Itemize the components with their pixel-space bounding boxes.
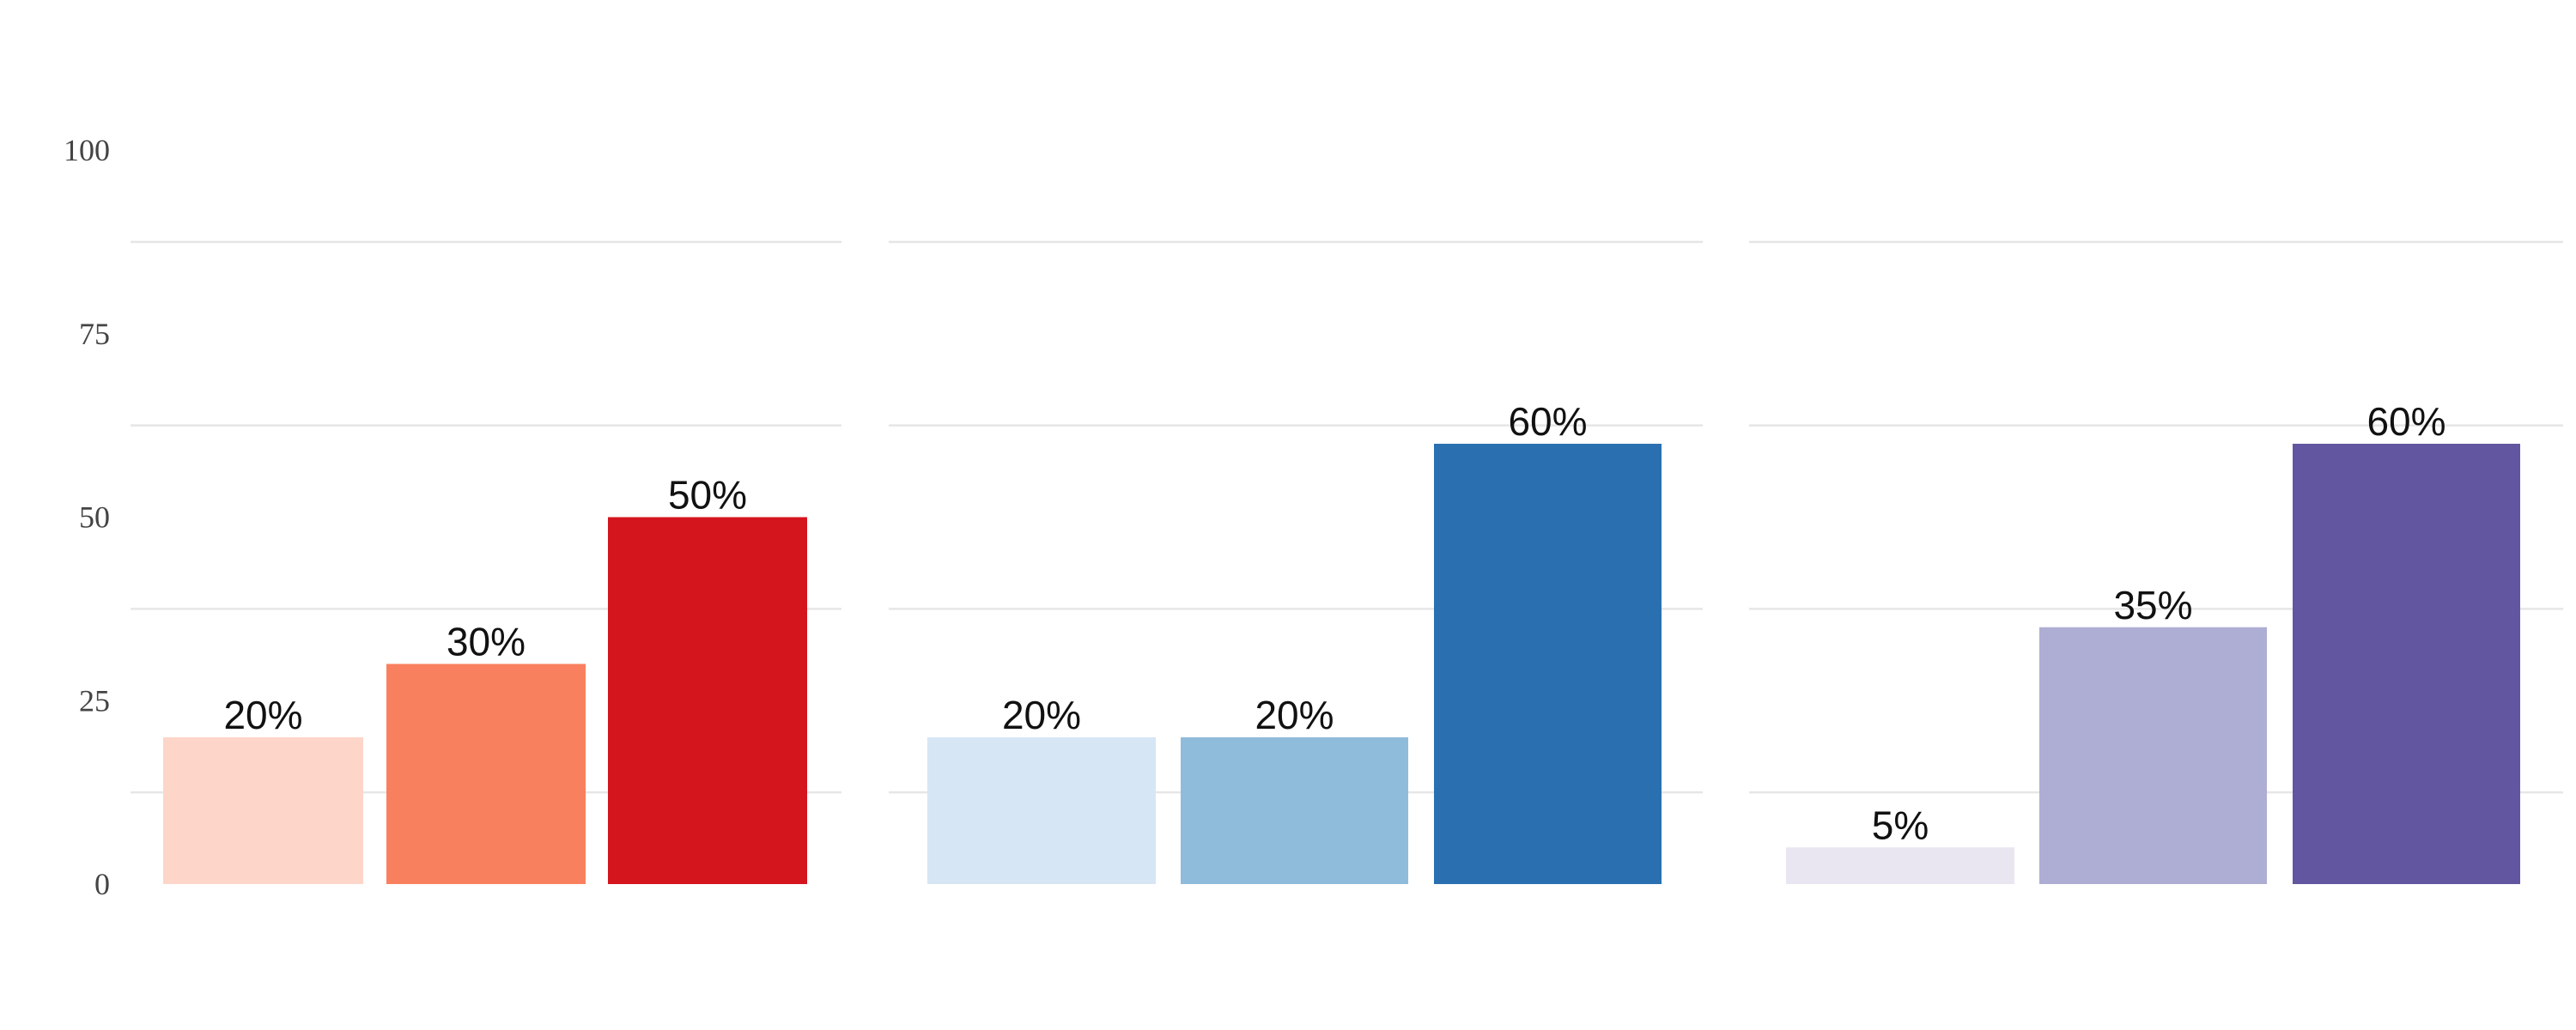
bar-panel1-3 <box>608 517 807 884</box>
bar-label-panel1-3: 50% <box>668 473 747 518</box>
panel-2: 20% 20% 60% <box>889 240 1703 884</box>
bar-panel1-1 <box>163 737 363 884</box>
bar-panel3-3 <box>2293 444 2520 884</box>
bar-panel1-2 <box>386 663 586 884</box>
panel-1: 20% 30% 50% <box>131 240 841 884</box>
bar-panel2-3 <box>1434 444 1662 884</box>
y-tick-label-0: 0 <box>94 867 110 901</box>
bar-label-panel3-3: 60% <box>2366 399 2445 444</box>
bar-label-panel2-1: 20% <box>1002 693 1081 737</box>
bar-label-panel3-1: 5% <box>1872 803 1929 847</box>
y-tick-label-25: 25 <box>79 683 110 718</box>
bar-label-panel1-2: 30% <box>447 620 526 664</box>
bar-panel3-2 <box>2039 627 2267 884</box>
bar-label-panel2-2: 20% <box>1255 693 1334 737</box>
y-axis: 0 25 50 75 100 <box>64 133 110 901</box>
bar-panel2-2 <box>1181 737 1408 884</box>
bar-panel3-1 <box>1786 847 2014 884</box>
chart-panels: 20% 30% 50% 20% 20% 60% 5% 35% 60% <box>131 240 2563 884</box>
bar-label-panel1-1: 20% <box>223 693 302 737</box>
y-tick-label-100: 100 <box>64 133 110 167</box>
bar-label-panel3-2: 35% <box>2113 583 2192 627</box>
y-tick-label-50: 50 <box>79 500 110 535</box>
bar-panel2-1 <box>927 737 1156 884</box>
y-tick-label-75: 75 <box>79 317 110 351</box>
bar-label-panel2-3: 60% <box>1508 399 1587 444</box>
panel-3: 5% 35% 60% <box>1749 240 2563 884</box>
